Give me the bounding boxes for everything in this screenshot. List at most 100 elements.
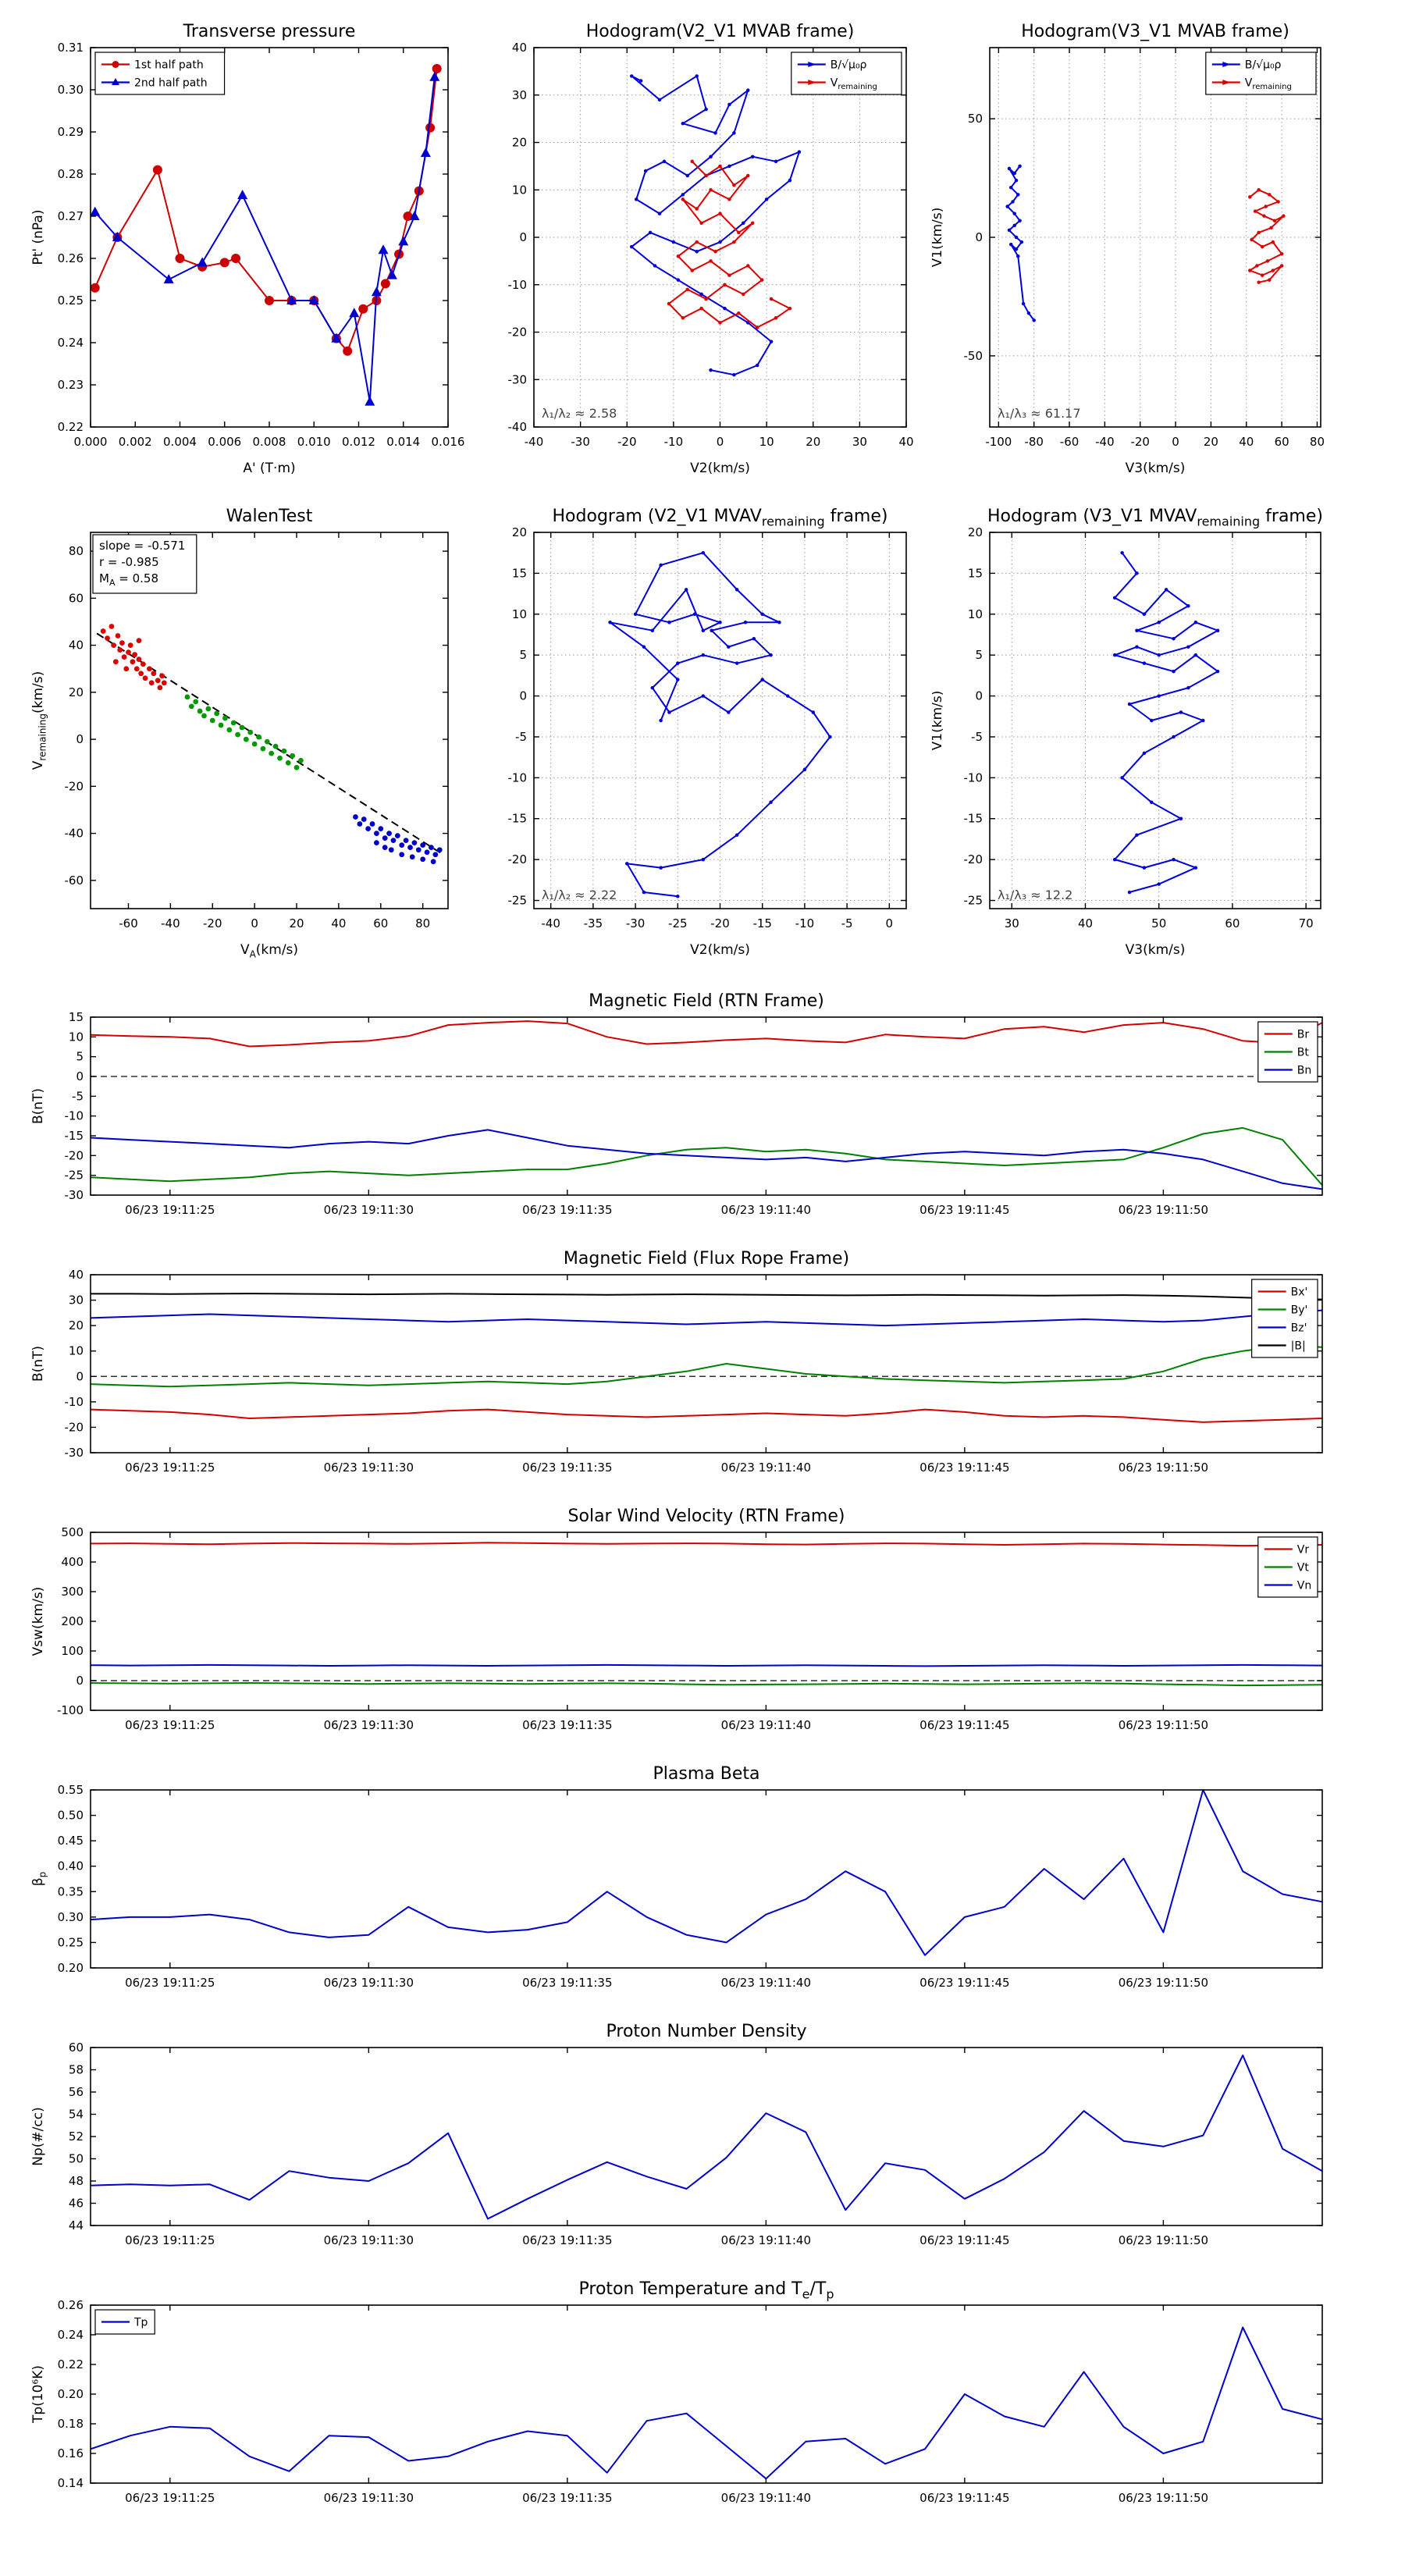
svg-text:0.29: 0.29 xyxy=(58,125,84,139)
svg-text:-10: -10 xyxy=(664,435,684,449)
svg-text:-5: -5 xyxy=(515,730,527,744)
svg-text:V3(km/s): V3(km/s) xyxy=(1126,461,1186,476)
svg-text:20: 20 xyxy=(806,435,820,449)
svg-text:0.23: 0.23 xyxy=(58,378,84,392)
svg-text:06/23 19:11:25: 06/23 19:11:25 xyxy=(125,1461,215,1475)
svg-text:10: 10 xyxy=(968,607,983,621)
chart-proton-temp: 06/23 19:11:25 06/23 19:11:30 06/23 19:11:… xyxy=(30,2279,1323,2505)
svg-text:2nd half path: 2nd half path xyxy=(134,77,208,90)
svg-text:400: 400 xyxy=(61,1555,84,1569)
svg-text:0: 0 xyxy=(975,230,983,244)
svg-text:-15: -15 xyxy=(508,812,528,826)
svg-text:-10: -10 xyxy=(65,1395,84,1409)
svg-text:60: 60 xyxy=(1225,916,1240,930)
svg-text:06/23 19:11:35: 06/23 19:11:35 xyxy=(522,2491,612,2505)
svg-text:Hodogram (V3_V1 MVAVremaining​: Hodogram (V3_V1 MVAVremaining​ frame) xyxy=(987,507,1323,529)
svg-text:60: 60 xyxy=(1275,435,1289,449)
svg-text:Magnetic Field (RTN Frame): Magnetic Field (RTN Frame) xyxy=(589,991,824,1011)
svg-text:-60: -60 xyxy=(1060,435,1080,449)
svg-text:Vsw(km/s): Vsw(km/s) xyxy=(30,1587,46,1656)
svg-text:60: 60 xyxy=(69,2041,84,2055)
svg-text:15: 15 xyxy=(69,1010,84,1024)
svg-text:Vremaining​: Vremaining​ xyxy=(1245,77,1292,92)
svg-text:Vt: Vt xyxy=(1297,1562,1310,1574)
svg-text:0.30: 0.30 xyxy=(58,1910,84,1924)
svg-text:Tp(10⁶K): Tp(10⁶K) xyxy=(30,2365,46,2424)
svg-text:Bn: Bn xyxy=(1297,1065,1311,1077)
svg-text:B(nT): B(nT) xyxy=(30,1346,46,1382)
svg-text:06/23 19:11:30: 06/23 19:11:30 xyxy=(324,1976,414,1990)
svg-text:-30: -30 xyxy=(571,435,590,449)
svg-text:-20: -20 xyxy=(508,852,528,866)
svg-text:-15: -15 xyxy=(65,1129,84,1143)
svg-text:0.35: 0.35 xyxy=(58,1884,84,1898)
chart-walen-test: -60 -40 -20 0 20 40 60 80 -60 -40 -20 0 20 40 60 80 Wale… xyxy=(30,507,449,959)
svg-text:200: 200 xyxy=(61,1614,84,1628)
svg-text:20: 20 xyxy=(512,525,527,539)
svg-text:-40: -40 xyxy=(525,435,544,449)
panel-hodogram-v2v1-mvav: -40 -35 -30 -25 -20 -15 -10 -5 0 -25 -20 -15 -10 -5 0 5… xyxy=(474,500,932,980)
svg-text:40: 40 xyxy=(69,639,84,653)
svg-text:54: 54 xyxy=(69,2108,84,2122)
svg-text:06/23 19:11:25: 06/23 19:11:25 xyxy=(125,1976,215,1990)
svg-text:06/23 19:11:45: 06/23 19:11:45 xyxy=(919,2233,1009,2247)
svg-text:0.25: 0.25 xyxy=(58,1935,84,1949)
svg-text:06/23 19:11:35: 06/23 19:11:35 xyxy=(522,1976,612,1990)
svg-text:300: 300 xyxy=(61,1585,84,1599)
svg-text:VA​(km/s): VA​(km/s) xyxy=(240,942,298,959)
svg-text:-40: -40 xyxy=(65,827,84,841)
svg-text:30: 30 xyxy=(1005,916,1019,930)
svg-text:Bz': Bz' xyxy=(1291,1322,1307,1335)
svg-text:20: 20 xyxy=(69,685,84,699)
svg-text:-40: -40 xyxy=(1095,435,1115,449)
svg-text:0.000: 0.000 xyxy=(74,435,108,449)
svg-text:06/23 19:11:30: 06/23 19:11:30 xyxy=(324,1718,414,1732)
svg-text:20: 20 xyxy=(1204,435,1218,449)
chart-mag-rtn: 06/23 19:11:25 06/23 19:11:30 06/23 19:11:… xyxy=(30,991,1323,1217)
svg-text:100: 100 xyxy=(61,1644,84,1658)
svg-text:-35: -35 xyxy=(584,916,603,930)
svg-text:06/23 19:11:45: 06/23 19:11:45 xyxy=(919,1718,1009,1732)
svg-text:-100: -100 xyxy=(985,435,1012,449)
chart-hodogram-v2v1-mvav: -40 -35 -30 -25 -20 -15 -10 -5 0 -25 -20 -15 -10 -5 0 5… xyxy=(474,507,907,958)
svg-text:Magnetic Field (Flux Rope Fram: Magnetic Field (Flux Rope Frame) xyxy=(564,1249,849,1268)
svg-text:0.16: 0.16 xyxy=(58,2446,84,2460)
svg-text:Pt' (nPa): Pt' (nPa) xyxy=(30,210,46,265)
panel-transverse-pressure: 0.000 0.002 0.004 0.006 0.008 0.010 0.012 0.014… xyxy=(12,12,489,495)
svg-text:0: 0 xyxy=(1172,435,1179,449)
svg-text:20: 20 xyxy=(289,916,304,930)
svg-text:Vn: Vn xyxy=(1297,1580,1311,1592)
svg-text:0.006: 0.006 xyxy=(208,435,241,449)
svg-text:06/23 19:11:35: 06/23 19:11:35 xyxy=(522,1203,612,1217)
svg-text:-10: -10 xyxy=(795,916,815,930)
svg-text:5: 5 xyxy=(76,1050,84,1064)
svg-text:50: 50 xyxy=(1151,916,1166,930)
svg-text:0.25: 0.25 xyxy=(58,294,84,308)
svg-text:Vremaining​: Vremaining​ xyxy=(831,77,877,92)
svg-text:30: 30 xyxy=(852,435,867,449)
svg-text:B/√μ₀ρ: B/√μ₀ρ xyxy=(1245,59,1282,72)
chart-plasma-beta: 06/23 19:11:25 06/23 19:11:30 06/23 19:11:… xyxy=(30,1764,1323,1990)
svg-text:10: 10 xyxy=(512,183,527,197)
svg-text:|B|: |B| xyxy=(1291,1340,1306,1353)
svg-text:A' (T·m): A' (T·m) xyxy=(243,461,295,476)
panel-hodogram-v3v1-mvav: 30 40 50 60 70 -25 -20 -15 -10 -5 0 5 10 15 20 Hodogram… xyxy=(930,500,1400,980)
svg-text:06/23 19:11:30: 06/23 19:11:30 xyxy=(324,1203,414,1217)
svg-text:15: 15 xyxy=(968,566,983,580)
svg-text:-20: -20 xyxy=(964,852,984,866)
svg-text:06/23 19:11:35: 06/23 19:11:35 xyxy=(522,1718,612,1732)
svg-text:0.28: 0.28 xyxy=(58,167,84,181)
svg-text:0.014: 0.014 xyxy=(386,435,420,449)
svg-text:46: 46 xyxy=(69,2197,84,2211)
svg-text:Np(#/cc): Np(#/cc) xyxy=(30,2107,46,2165)
panel-magnetic-field-fluxrope: 06/23 19:11:25 06/23 19:11:30 06/23 19:11:… xyxy=(12,1236,1393,1496)
svg-text:-25: -25 xyxy=(668,916,688,930)
svg-text:06/23 19:11:35: 06/23 19:11:35 xyxy=(522,1461,612,1475)
svg-text:06/23 19:11:40: 06/23 19:11:40 xyxy=(721,2233,811,2247)
svg-text:06/23 19:11:50: 06/23 19:11:50 xyxy=(1119,2491,1208,2505)
svg-text:0: 0 xyxy=(519,689,527,703)
svg-text:0.20: 0.20 xyxy=(58,1961,84,1975)
svg-text:Vremaining​(km/s): Vremaining​(km/s) xyxy=(30,671,48,770)
chart-solar-wind: 06/23 19:11:25 06/23 19:11:30 06/23 19:11:… xyxy=(30,1507,1323,1732)
